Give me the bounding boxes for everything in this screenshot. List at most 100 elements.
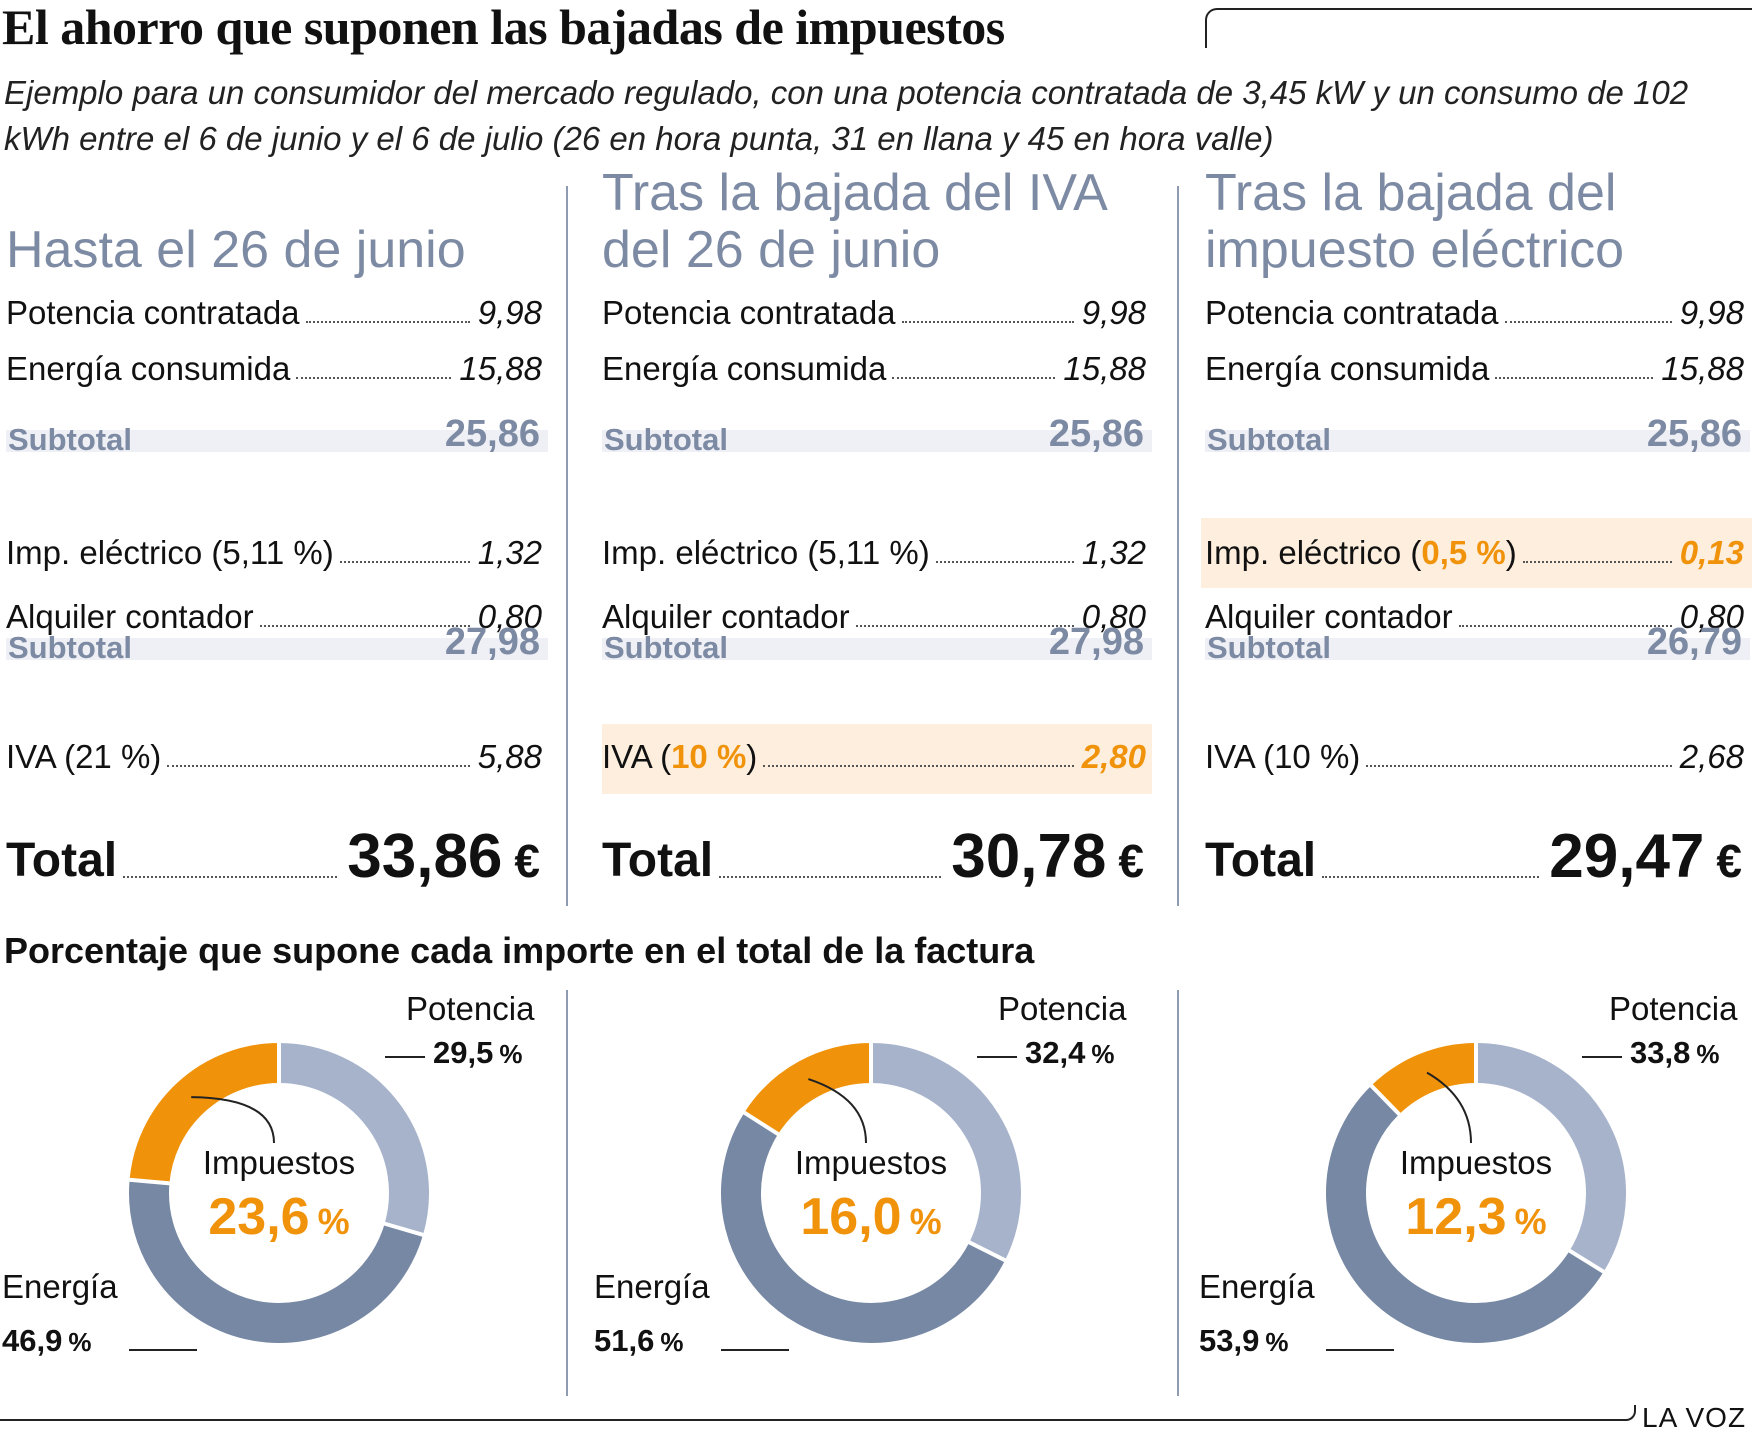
total-row: Total 33,86 € (6, 818, 540, 888)
row-label: Imp. eléctrico (5,11 %) (6, 534, 334, 571)
impuesto-electrico-row: Imp. eléctrico (5,11 %) 1,32 (6, 528, 542, 572)
leader-dots (1458, 625, 1672, 627)
slice-separator (1566, 1248, 1607, 1275)
page-title: El ahorro que suponen las bajadas de imp… (2, 0, 1005, 55)
impuestos-leader-line (1426, 1071, 1472, 1144)
donut-chart (127, 1041, 429, 1343)
total-value: 30,78 (951, 822, 1107, 891)
subtotal-label: Subtotal (1207, 630, 1331, 665)
imp-rate: 0,5 % (1421, 534, 1506, 571)
slice-separator (382, 1221, 426, 1238)
energia-leader-line (721, 1349, 789, 1351)
row-value: 0,80 (477, 598, 542, 635)
leader-dots (296, 377, 452, 379)
donut-slice-energia (1326, 1085, 1604, 1343)
imp-rate: 5,11 % (222, 534, 323, 571)
subtotal-label: Subtotal (604, 630, 728, 665)
iva-row: IVA (21 %) 5,88 (6, 732, 542, 776)
alquiler-row: Alquiler contador 0,80 (6, 592, 542, 636)
subtotal-row: Subtotal 27,98 (602, 621, 1152, 665)
subtotal-value: 25,86 (1646, 413, 1742, 455)
alquiler-row: Alquiler contador 0,80 (1205, 592, 1744, 636)
subtotal-label: Subtotal (8, 422, 132, 457)
column-divider (1177, 990, 1179, 1396)
slice-separator (966, 1239, 1008, 1263)
row-label: Energía consumida (6, 350, 291, 387)
subtotal-label: Subtotal (1207, 422, 1331, 457)
potencia-row: Potencia contratada 9,98 (602, 288, 1146, 332)
leader-dots (305, 321, 470, 323)
iva-row: IVA (10 %) 2,68 (1205, 732, 1744, 776)
row-value: 1,32 (1081, 534, 1146, 571)
energia-label: Energía (2, 1268, 118, 1305)
potencia-percent: 32,4% (1025, 1035, 1115, 1070)
leader-dots (123, 876, 338, 878)
energia-row: Energía consumida 15,88 (602, 344, 1146, 388)
leader-dots (1522, 561, 1672, 563)
total-row: Total 29,47 € (1205, 818, 1742, 888)
subtotal-row: Subtotal 25,86 (602, 413, 1152, 457)
total-label: Total (6, 834, 118, 887)
row-label: IVA (10 %) (1205, 738, 1361, 775)
leader-dots (901, 321, 1074, 323)
potencia-percent: 29,5% (433, 1035, 523, 1070)
row-value: 2,80 (1081, 738, 1146, 775)
donut-slice-potencia (870, 1043, 1021, 1261)
leader-dots (719, 876, 942, 878)
row-value: 0,80 (1679, 598, 1744, 635)
total-row: Total 30,78 € (602, 818, 1144, 888)
impuesto-electrico-row: Imp. eléctrico (5,11 %) 1,32 (602, 528, 1146, 572)
impuesto-electrico-row: Imp. eléctrico (0,5 %) 0,13 (1205, 528, 1744, 572)
slice-separator (741, 1109, 781, 1137)
currency-symbol: € (514, 835, 540, 887)
potencia-label: Potencia (406, 990, 535, 1027)
total-label: Total (1205, 834, 1317, 887)
subtotal-value: 26,79 (1646, 621, 1742, 663)
column-divider (566, 990, 568, 1396)
alquiler-row: Alquiler contador 0,80 (602, 592, 1146, 636)
total-value: 29,47 (1549, 822, 1705, 891)
donut-slice-impuestos (1371, 1043, 1477, 1115)
potencia-leader-line (385, 1056, 425, 1058)
subtotal-row: Subtotal 26,79 (1205, 621, 1750, 665)
row-label: Imp. eléctrico (0,5 %) (1205, 534, 1517, 571)
subtotal-row: Subtotal 25,86 (6, 413, 548, 457)
row-label: Potencia contratada (602, 294, 896, 331)
energia-leader-line (129, 1349, 197, 1351)
leader-dots (855, 625, 1074, 627)
impuestos-label: Impuestos (794, 1144, 948, 1181)
column-divider (566, 186, 568, 906)
subtotal-row: Subtotal 25,86 (1205, 413, 1750, 457)
potencia-label: Potencia (1609, 990, 1738, 1027)
row-value: 0,13 (1679, 534, 1744, 571)
impuestos-leader-line (808, 1078, 867, 1144)
row-label: Energía consumida (602, 350, 887, 387)
energia-row: Energía consumida 15,88 (6, 344, 542, 388)
slice-separator (127, 1177, 172, 1186)
row-value: 9,98 (477, 294, 542, 331)
donut-slice-impuestos (744, 1043, 872, 1135)
donut-slice-energia (129, 1179, 424, 1343)
column-divider (1177, 186, 1179, 906)
energia-label: Energía (594, 1268, 710, 1305)
row-value: 1,32 (477, 534, 542, 571)
leader-dots (1504, 321, 1672, 323)
percent-title: Porcentaje que supone cada importe en el… (4, 930, 1035, 971)
iva-rate: 10 % (671, 738, 747, 775)
leader-dots (259, 625, 470, 627)
slice-separator (1368, 1082, 1403, 1118)
row-label: IVA (21 %) (6, 738, 162, 775)
potencia-label: Potencia (998, 990, 1127, 1027)
row-label: Alquiler contador (1205, 598, 1453, 635)
row-value: 9,98 (1081, 294, 1146, 331)
energia-percent: 53,9% (1199, 1323, 1289, 1358)
subtotal-value: 25,86 (444, 413, 540, 455)
row-label: Imp. eléctrico (5,11 %) (602, 534, 930, 571)
column-heading: Tras la bajada del IVA del 26 de junio (602, 164, 1108, 279)
subtotal-row: Subtotal 27,98 (6, 621, 548, 665)
row-value: 15,88 (1063, 350, 1146, 387)
subtotal-label: Subtotal (8, 630, 132, 665)
subtotal-value: 27,98 (444, 621, 540, 663)
donut-slice-energia (721, 1112, 1006, 1343)
leader-dots (935, 561, 1074, 563)
